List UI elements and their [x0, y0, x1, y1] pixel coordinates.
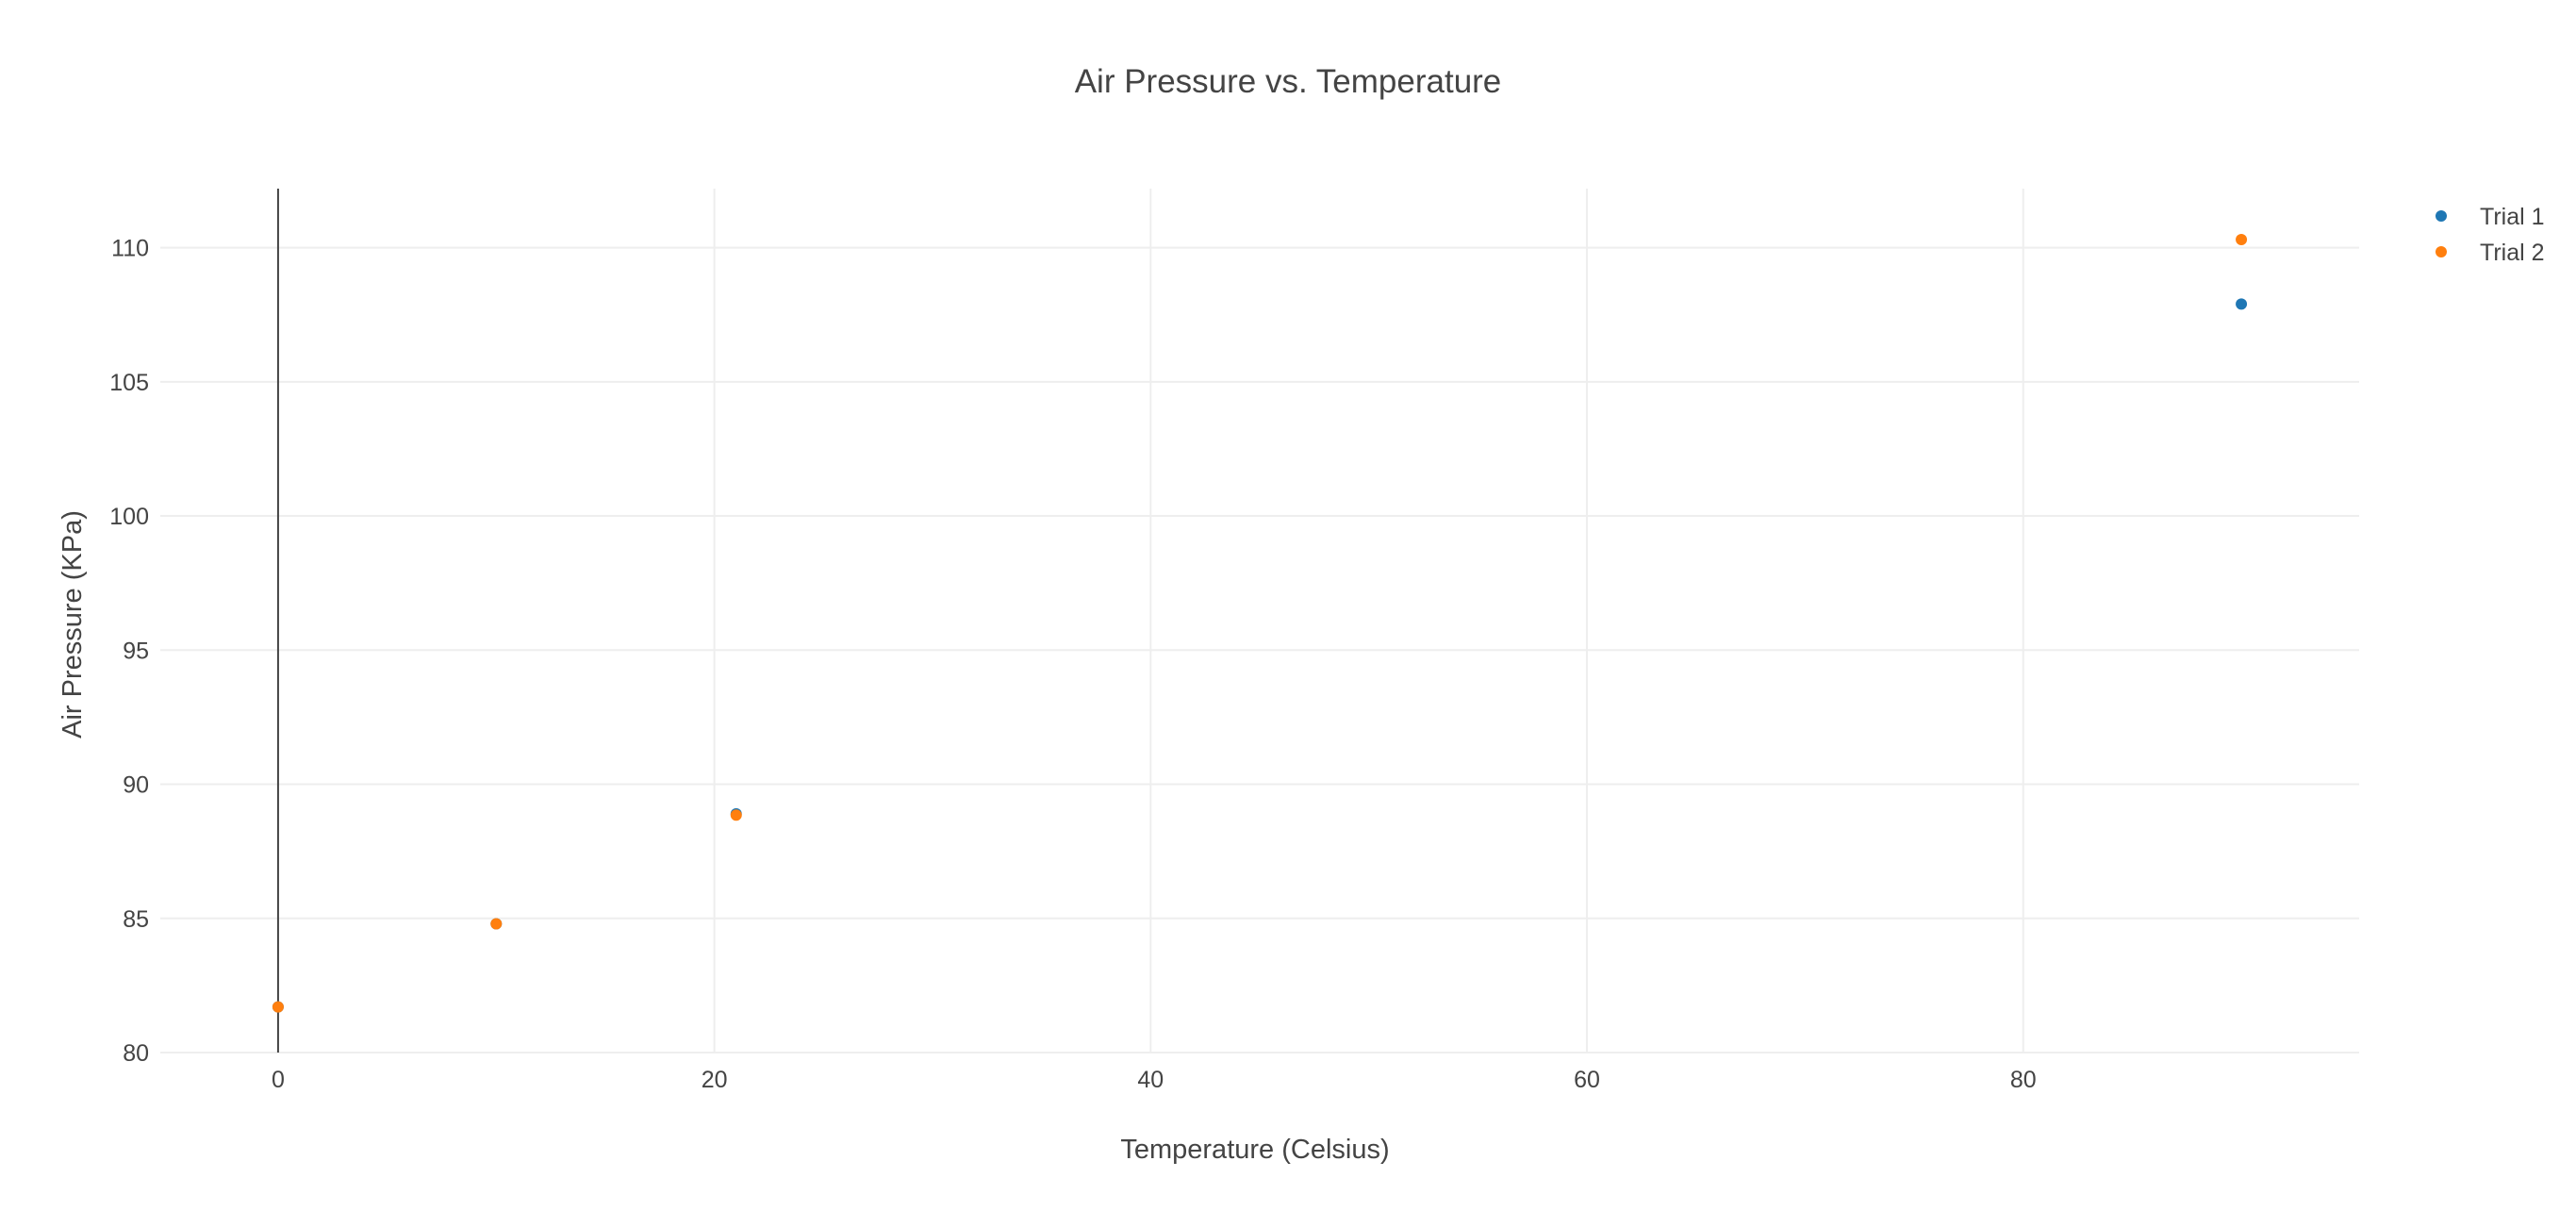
- y-tick-label: 85: [123, 906, 149, 933]
- grid-lines: [160, 189, 2359, 1053]
- x-tick-label: 0: [272, 1067, 285, 1093]
- y-tick-label: 95: [123, 638, 149, 664]
- legend-item[interactable]: Trial 2: [2436, 240, 2545, 266]
- y-tick-label: 80: [123, 1040, 149, 1067]
- y-tick-label: 105: [109, 370, 149, 396]
- y-tick-label: 100: [109, 504, 149, 530]
- legend: Trial 1 Trial 2: [2436, 204, 2545, 266]
- y-tick-label: 110: [111, 236, 149, 262]
- legend-item[interactable]: Trial 1: [2436, 204, 2545, 230]
- data-point-trial-2: [272, 1001, 284, 1013]
- data-point-trial-2: [490, 918, 503, 930]
- legend-label: Trial 2: [2480, 240, 2545, 266]
- data-points: [272, 234, 2248, 1013]
- data-point-trial-2: [730, 809, 742, 821]
- tick-labels: 0 20 40 60 80 80 85 90 95 100 105 110: [109, 236, 2036, 1093]
- y-axis-title: Air Pressure (KPa): [58, 510, 88, 738]
- data-point-trial-2: [2236, 234, 2248, 246]
- legend-marker: [2436, 210, 2447, 222]
- x-tick-label: 20: [702, 1067, 728, 1093]
- y-tick-label: 90: [123, 772, 149, 799]
- x-axis-title: Temperature (Celsius): [1120, 1135, 1389, 1165]
- legend-marker: [2436, 246, 2447, 257]
- x-tick-label: 80: [2010, 1067, 2037, 1093]
- x-tick-label: 40: [1137, 1067, 1164, 1093]
- legend-label: Trial 1: [2480, 204, 2545, 230]
- chart-title: Air Pressure vs. Temperature: [1075, 63, 1502, 100]
- x-tick-label: 60: [1574, 1067, 1600, 1093]
- data-point-trial-1: [2236, 298, 2248, 310]
